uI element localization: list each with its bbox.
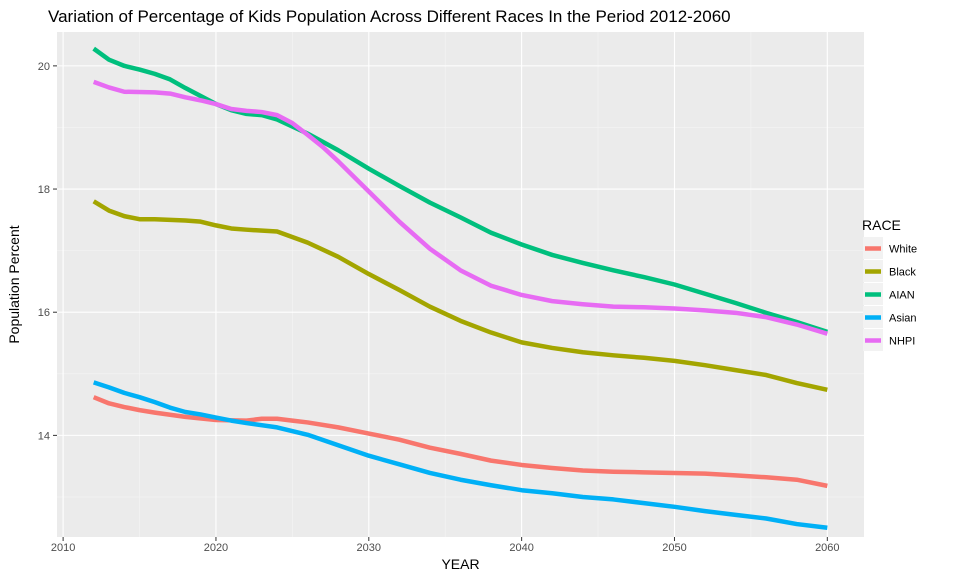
y-tick-label: 14 <box>38 430 50 442</box>
x-tick-label: 2030 <box>357 542 381 554</box>
x-tick-label: 2050 <box>662 542 686 554</box>
y-axis-title: Population Percent <box>6 225 22 343</box>
series-line-black <box>92 199 828 393</box>
legend-items: White Black AIAN Asian NHPI <box>863 237 917 351</box>
legend-label-asian: Asian <box>889 313 917 325</box>
y-axis: 14 16 18 20 <box>38 61 57 442</box>
y-tick-label: 18 <box>38 184 50 196</box>
x-tick-label: 2020 <box>204 542 228 554</box>
plot-panel <box>57 32 864 537</box>
legend-label-white: White <box>889 244 917 256</box>
series-line-aian <box>92 46 829 335</box>
series-line-white <box>92 395 828 489</box>
series-lines <box>92 46 829 530</box>
legend: RACE White Black AIAN Asian NHPI <box>862 217 917 351</box>
x-tick-label: 2040 <box>509 542 533 554</box>
series-line-nhpi <box>92 79 828 336</box>
x-tick-label: 2010 <box>51 542 75 554</box>
x-tick-label: 2060 <box>815 542 839 554</box>
x-axis: 2010 2020 2030 2040 2050 2060 <box>51 537 840 554</box>
legend-label-aian: AIAN <box>889 290 915 302</box>
y-tick-label: 16 <box>38 307 50 319</box>
series-line-asian <box>92 380 828 530</box>
y-tick-label: 20 <box>38 61 50 73</box>
legend-label-nhpi: NHPI <box>889 336 915 348</box>
chart-title: Variation of Percentage of Kids Populati… <box>48 7 731 26</box>
grid-minor <box>57 32 864 537</box>
legend-title: RACE <box>862 217 901 233</box>
x-axis-title: YEAR <box>441 556 479 572</box>
legend-label-black: Black <box>889 267 916 279</box>
